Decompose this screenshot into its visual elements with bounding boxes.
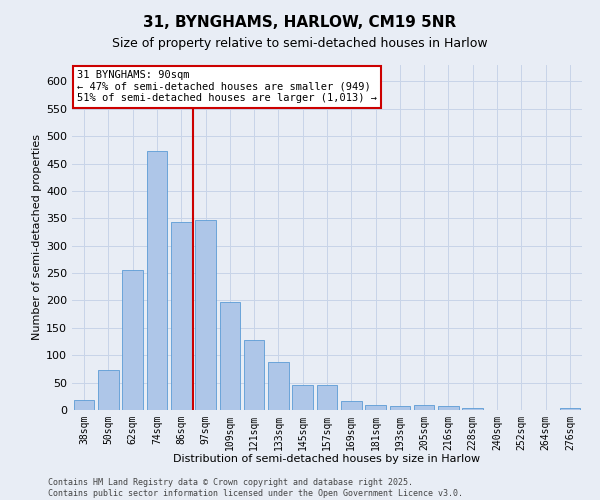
Bar <box>244 340 265 410</box>
Bar <box>341 400 362 410</box>
Bar <box>292 385 313 410</box>
Bar <box>195 220 216 410</box>
Bar <box>389 406 410 410</box>
Bar <box>146 151 167 410</box>
Bar <box>220 302 240 410</box>
Bar <box>122 270 143 410</box>
Bar <box>365 405 386 410</box>
Text: 31, BYNGHAMS, HARLOW, CM19 5NR: 31, BYNGHAMS, HARLOW, CM19 5NR <box>143 15 457 30</box>
Bar <box>317 385 337 410</box>
Text: Size of property relative to semi-detached houses in Harlow: Size of property relative to semi-detach… <box>112 38 488 51</box>
Bar <box>560 408 580 410</box>
Bar <box>268 362 289 410</box>
Bar <box>463 408 483 410</box>
Bar <box>74 400 94 410</box>
Y-axis label: Number of semi-detached properties: Number of semi-detached properties <box>32 134 42 340</box>
Text: 31 BYNGHAMS: 90sqm
← 47% of semi-detached houses are smaller (949)
51% of semi-d: 31 BYNGHAMS: 90sqm ← 47% of semi-detache… <box>77 70 377 103</box>
Bar <box>438 406 459 410</box>
X-axis label: Distribution of semi-detached houses by size in Harlow: Distribution of semi-detached houses by … <box>173 454 481 464</box>
Text: Contains HM Land Registry data © Crown copyright and database right 2025.
Contai: Contains HM Land Registry data © Crown c… <box>48 478 463 498</box>
Bar <box>98 370 119 410</box>
Bar <box>171 222 191 410</box>
Bar <box>414 405 434 410</box>
